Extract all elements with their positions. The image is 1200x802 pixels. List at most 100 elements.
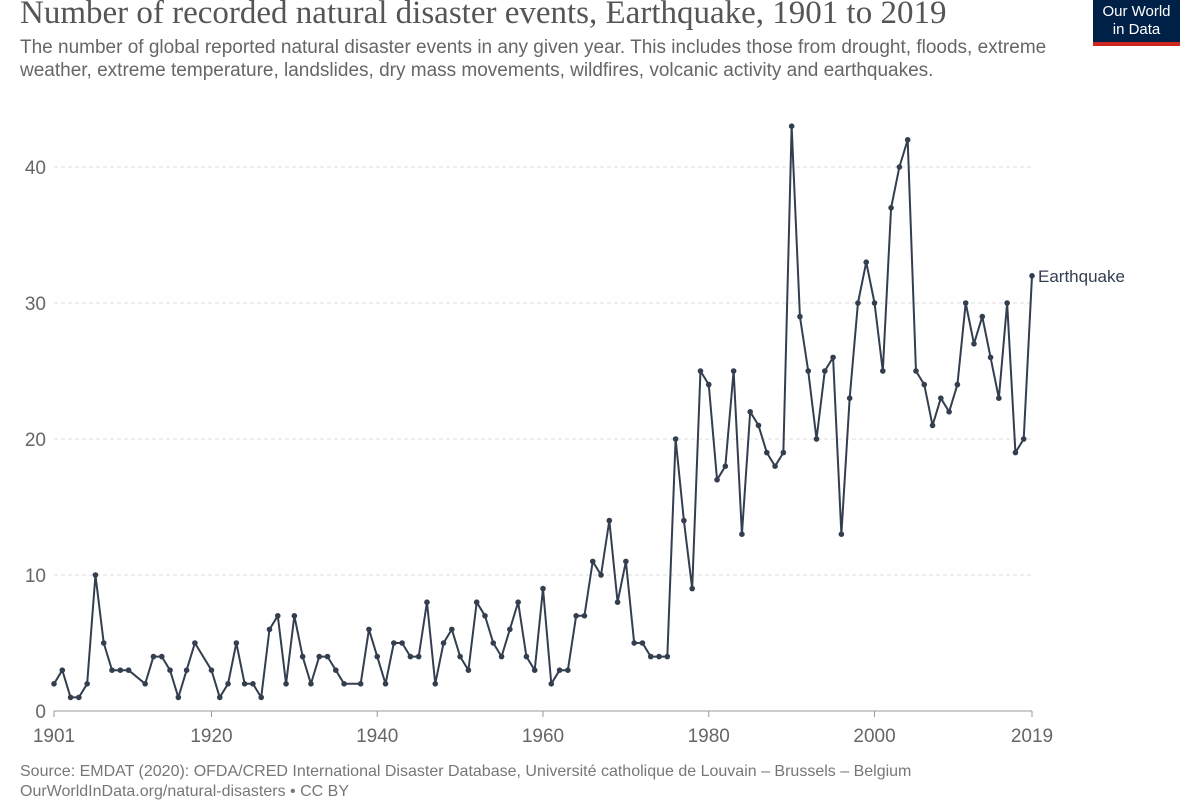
data-point: [987, 354, 994, 361]
data-point: [871, 300, 878, 306]
series-line-earthquake: [53, 125, 1033, 699]
data-point: [92, 572, 99, 578]
data-point: [664, 653, 671, 660]
data-point: [299, 653, 306, 660]
data-point: [788, 123, 795, 129]
data-point: [681, 517, 687, 524]
data-point: [780, 449, 787, 456]
series-label-earthquake: Earthquake: [1038, 267, 1125, 286]
data-point: [382, 681, 389, 687]
data-point: [125, 667, 132, 673]
data-point: [598, 572, 604, 578]
data-point: [739, 531, 745, 537]
data-point: [67, 694, 74, 701]
data-point: [457, 653, 463, 660]
x-tick-label: 1920: [190, 726, 232, 747]
data-point: [274, 613, 281, 619]
data-point: [291, 613, 298, 619]
data-point: [432, 681, 439, 687]
data-point: [772, 463, 778, 470]
y-tick-label: 40: [25, 158, 46, 179]
data-point: [697, 368, 704, 374]
y-tick-label: 0: [35, 702, 46, 723]
data-point: [498, 653, 505, 660]
data-point: [59, 667, 66, 673]
data-point: [308, 681, 314, 687]
data-point: [266, 626, 273, 633]
data-point: [647, 653, 654, 660]
data-point: [241, 681, 248, 687]
data-point: [565, 667, 571, 673]
data-point: [730, 368, 737, 374]
data-point: [962, 300, 969, 306]
data-point: [846, 395, 853, 402]
data-point: [391, 640, 397, 646]
data-point: [714, 477, 720, 483]
data-point: [332, 667, 339, 673]
owid-logo[interactable]: Our World in Data: [1093, 0, 1180, 46]
data-point: [216, 694, 223, 701]
data-point: [896, 164, 903, 170]
data-point: [316, 653, 323, 660]
chart-subtitle: The number of global reported natural di…: [20, 37, 1047, 82]
data-point: [424, 599, 430, 605]
data-point: [938, 395, 944, 402]
data-point: [1004, 300, 1010, 306]
logo-line-1: Our World: [1102, 3, 1171, 20]
data-point: [399, 640, 405, 646]
data-point: [623, 558, 629, 565]
x-tick-label: 2000: [853, 726, 895, 747]
source-line-2[interactable]: OurWorldInData.org/natural-disasters • C…: [20, 783, 349, 800]
data-point: [142, 681, 148, 687]
data-point: [614, 599, 621, 605]
data-point: [440, 640, 447, 646]
data-point: [482, 613, 488, 619]
data-point: [51, 681, 57, 687]
data-point: [515, 599, 521, 605]
data-point: [225, 681, 231, 687]
data-point: [639, 640, 646, 646]
data-point: [996, 395, 1002, 402]
data-point: [880, 368, 886, 374]
data-point: [473, 599, 480, 605]
data-point: [838, 531, 845, 537]
data-point: [689, 585, 695, 592]
data-point: [366, 626, 372, 633]
data-point: [946, 409, 952, 415]
data-point: [763, 449, 770, 456]
data-point: [407, 653, 414, 660]
data-point: [150, 653, 157, 660]
data-point: [705, 381, 712, 388]
data-point: [929, 422, 936, 429]
data-point: [971, 341, 977, 347]
data-point: [283, 681, 289, 687]
data-point: [589, 558, 596, 565]
data-point: [523, 653, 530, 660]
source-line-1[interactable]: Source: EMDAT (2020): OFDA/CRED Internat…: [20, 763, 912, 780]
x-tick-label: 1980: [688, 726, 730, 747]
y-tick-label: 30: [25, 294, 46, 315]
data-point: [1029, 273, 1035, 279]
data-point: [1020, 436, 1027, 442]
data-point: [192, 640, 198, 646]
data-point: [158, 653, 165, 660]
logo-line-2: in Data: [1112, 21, 1161, 38]
data-point: [357, 681, 364, 687]
data-point: [797, 313, 803, 320]
data-point: [631, 640, 637, 646]
data-point: [954, 381, 961, 388]
y-tick-label: 20: [25, 430, 46, 451]
data-point: [581, 613, 588, 619]
data-point: [109, 667, 115, 673]
data-point: [465, 667, 472, 673]
data-point: [855, 300, 861, 306]
data-point: [722, 463, 729, 470]
data-point: [805, 368, 812, 374]
data-point: [324, 653, 331, 660]
x-tick-label: 1901: [33, 726, 75, 747]
data-point: [540, 585, 546, 592]
x-tick-label: 1940: [356, 726, 398, 747]
data-point: [167, 667, 173, 673]
data-point: [76, 694, 82, 701]
